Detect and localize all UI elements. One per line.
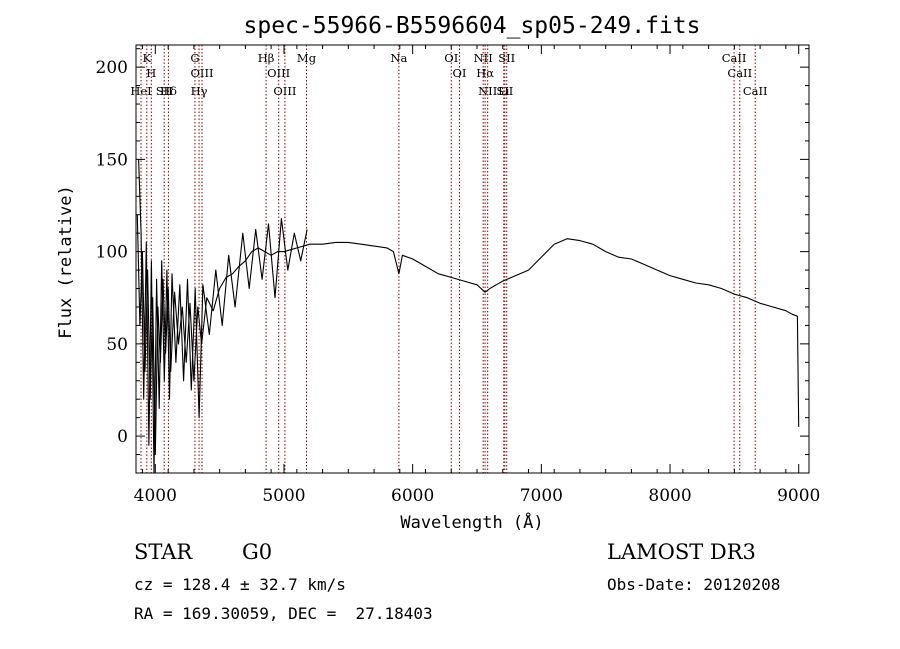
spectral-line-label: OIII [190,66,213,80]
x-tick-label: 4000 [134,486,177,506]
spectral-line-label: OIII [273,84,296,98]
x-tick-label: 7000 [520,486,563,506]
spectral-line-label: OI [444,51,458,65]
x-tick-label: 5000 [262,486,305,506]
x-tick-label: 6000 [391,486,434,506]
y-tick-label: 200 [96,58,128,78]
coordinates: RA = 169.30059, DEC = 27.18403 [134,604,433,623]
spectral-line-label: G [190,51,199,65]
spectral-line-label: CaII [727,66,752,80]
spectral-line-label: SII [498,51,515,65]
observation-date: Obs-Date: 20120208 [607,575,781,594]
spectral-line-label: OI [453,66,467,80]
x-tick-label: 9000 [777,486,820,506]
spectral-line-label: SII [496,84,513,98]
y-axis-label: Flux (relative) [56,185,76,339]
spectral-line-label: NII [478,84,497,98]
spectral-line-label: Li [498,84,510,98]
spectrum-line-0 [136,214,800,456]
spectral-line-label: CaII [722,51,747,65]
spectral-line-label: K [143,51,152,65]
spectral-line-label: H [146,66,156,80]
object-subclass: G0 [242,540,273,564]
y-tick-label: 0 [117,427,128,447]
spectrum-line-1 [138,159,308,474]
x-axis-label: Wavelength (Å) [400,511,543,533]
spectral-line-label: Na [390,51,407,65]
spectral-line-label: NII [474,51,493,65]
chart-title: spec-55966-B5596604_sp05-249.fits [244,13,701,39]
y-tick-label: 150 [96,150,128,170]
plot-frame [135,44,810,474]
spectral-line-label: Mg [297,51,317,65]
spectral-line-label: OIII [267,66,290,80]
spectrum-series [136,159,800,474]
y-tick-label: 50 [106,335,128,355]
spectral-line-label: Hβ [258,51,275,65]
spectral-line-label: CaII [743,84,768,98]
survey-name: LAMOST DR3 [607,540,756,564]
spectral-line-label: Hγ [191,84,208,98]
redshift-cz: cz = 128.4 ± 32.7 km/s [134,575,346,594]
spectral-line-label: Hα [476,66,494,80]
axis-ticks: 4000 5000 6000 7000 8000 9000 0 50 100 150 200 [96,45,820,506]
spectral-line-label: Hδ [160,84,177,98]
x-tick-label: 8000 [648,486,691,506]
y-tick-label: 100 [96,243,128,263]
spectral-line-label: HeI [130,84,151,98]
object-class: STAR [134,540,193,564]
